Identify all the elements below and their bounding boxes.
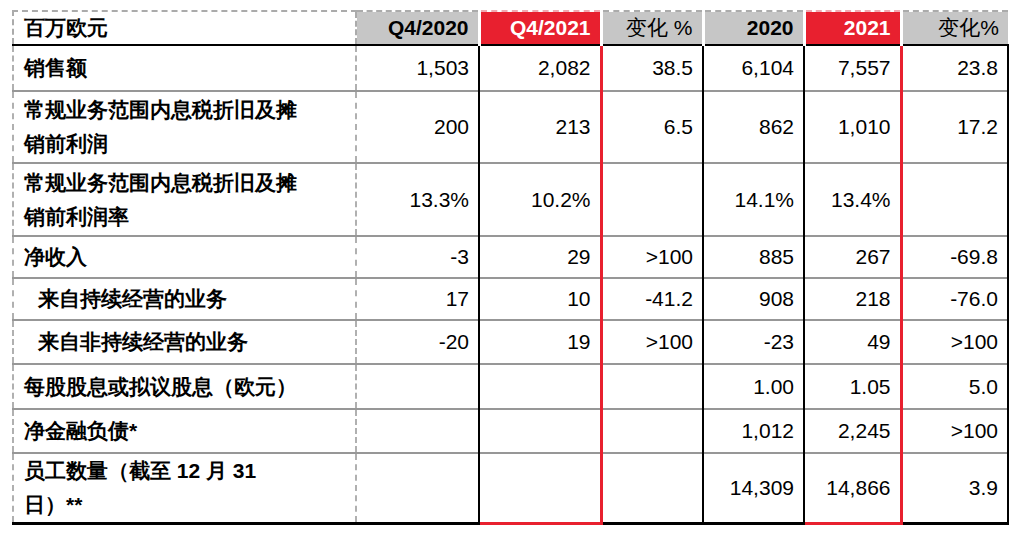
cell-2020: 14.1% [703,163,804,236]
cell-change-quarter [601,163,703,236]
cell-2020: 14,309 [703,453,804,524]
table-row-ebitda: 常规业务范围内息税折旧及摊 销前利润 200 213 6.5 862 1,010… [13,91,1008,163]
cell-2020: 6,104 [703,45,804,91]
column-header-change-quarter: 变化 % [601,11,703,45]
cell-change-quarter [601,453,703,524]
cell-change-year [901,163,1008,236]
cell-q4-2020 [356,364,479,409]
row-label: 净金融负债* [13,409,356,453]
cell-2020: 862 [703,91,804,163]
row-label: 常规业务范围内息税折旧及摊 销前利润率 [13,163,356,236]
table-row-net-income: 净收入 -3 29 >100 885 267 -69.8 [13,236,1008,278]
column-header-2021: 2021 [804,11,901,45]
cell-q4-2021 [479,453,601,524]
cell-2021: 267 [804,236,901,278]
column-header-q4-2021: Q4/2021 [479,11,601,45]
cell-change-year: >100 [901,320,1008,364]
cell-2021: 1,010 [804,91,901,163]
table-row-sales: 销售额 1,503 2,082 38.5 6,104 7,557 23.8 [13,45,1008,91]
column-header-2020: 2020 [703,11,804,45]
cell-q4-2020 [356,453,479,524]
cell-q4-2020: 1,503 [356,45,479,91]
cell-q4-2021: 10.2% [479,163,601,236]
cell-q4-2021: 29 [479,236,601,278]
row-label: 销售额 [13,45,356,91]
table-row-employees: 员工数量（截至 12 月 31 日）** 14,309 14,866 3.9 [13,453,1008,524]
cell-q4-2020: -20 [356,320,479,364]
row-label: 来自非持续经营的业务 [13,320,356,364]
cell-2021: 14,866 [804,453,901,524]
cell-q4-2021: 19 [479,320,601,364]
cell-q4-2020: -3 [356,236,479,278]
header-row: 百万欧元 Q4/2020 Q4/2021 变化 % 2020 2021 变化% [13,11,1008,45]
cell-2020: 1.00 [703,364,804,409]
cell-q4-2020: 17 [356,278,479,320]
column-header-q4-2020: Q4/2020 [356,11,479,45]
cell-change-year: 23.8 [901,45,1008,91]
row-label: 净收入 [13,236,356,278]
cell-2021: 2,245 [804,409,901,453]
cell-2021: 7,557 [804,45,901,91]
cell-change-year: -76.0 [901,278,1008,320]
cell-2020: -23 [703,320,804,364]
cell-change-year: -69.8 [901,236,1008,278]
cell-q4-2021 [479,409,601,453]
cell-change-quarter [601,409,703,453]
cell-2021: 218 [804,278,901,320]
cell-change-year: 5.0 [901,364,1008,409]
table-row-continuing-operations: 来自持续经营的业务 17 10 -41.2 908 218 -76.0 [13,278,1008,320]
table-row-ebitda-margin: 常规业务范围内息税折旧及摊 销前利润率 13.3% 10.2% 14.1% 13… [13,163,1008,236]
cell-change-year: 3.9 [901,453,1008,524]
cell-change-quarter: 38.5 [601,45,703,91]
cell-change-year: 17.2 [901,91,1008,163]
cell-q4-2020: 200 [356,91,479,163]
cell-2021: 1.05 [804,364,901,409]
cell-change-quarter: -41.2 [601,278,703,320]
cell-change-quarter: >100 [601,320,703,364]
cell-q4-2021: 2,082 [479,45,601,91]
financial-results-table: 百万欧元 Q4/2020 Q4/2021 变化 % 2020 2021 变化% … [12,10,1009,525]
page: 百万欧元 Q4/2020 Q4/2021 变化 % 2020 2021 变化% … [0,0,1024,534]
table-row-dividend: 每股股息或拟议股息（欧元） 1.00 1.05 5.0 [13,364,1008,409]
cell-2021: 13.4% [804,163,901,236]
cell-2020: 908 [703,278,804,320]
cell-q4-2021: 10 [479,278,601,320]
row-label: 员工数量（截至 12 月 31 日）** [13,453,356,524]
cell-q4-2020 [356,409,479,453]
cell-change-year: >100 [901,409,1008,453]
row-label: 常规业务范围内息税折旧及摊 销前利润 [13,91,356,163]
cell-q4-2021: 213 [479,91,601,163]
cell-q4-2021 [479,364,601,409]
row-label: 来自持续经营的业务 [13,278,356,320]
cell-change-quarter: >100 [601,236,703,278]
table-row-discontinued-operations: 来自非持续经营的业务 -20 19 >100 -23 49 >100 [13,320,1008,364]
cell-change-quarter: 6.5 [601,91,703,163]
cell-2021: 49 [804,320,901,364]
cell-change-quarter [601,364,703,409]
cell-q4-2020: 13.3% [356,163,479,236]
column-header-change-year: 变化% [901,11,1008,45]
row-label: 每股股息或拟议股息（欧元） [13,364,356,409]
table-row-net-financial-debt: 净金融负债* 1,012 2,245 >100 [13,409,1008,453]
cell-2020: 885 [703,236,804,278]
column-header-unit: 百万欧元 [13,11,356,45]
cell-2020: 1,012 [703,409,804,453]
